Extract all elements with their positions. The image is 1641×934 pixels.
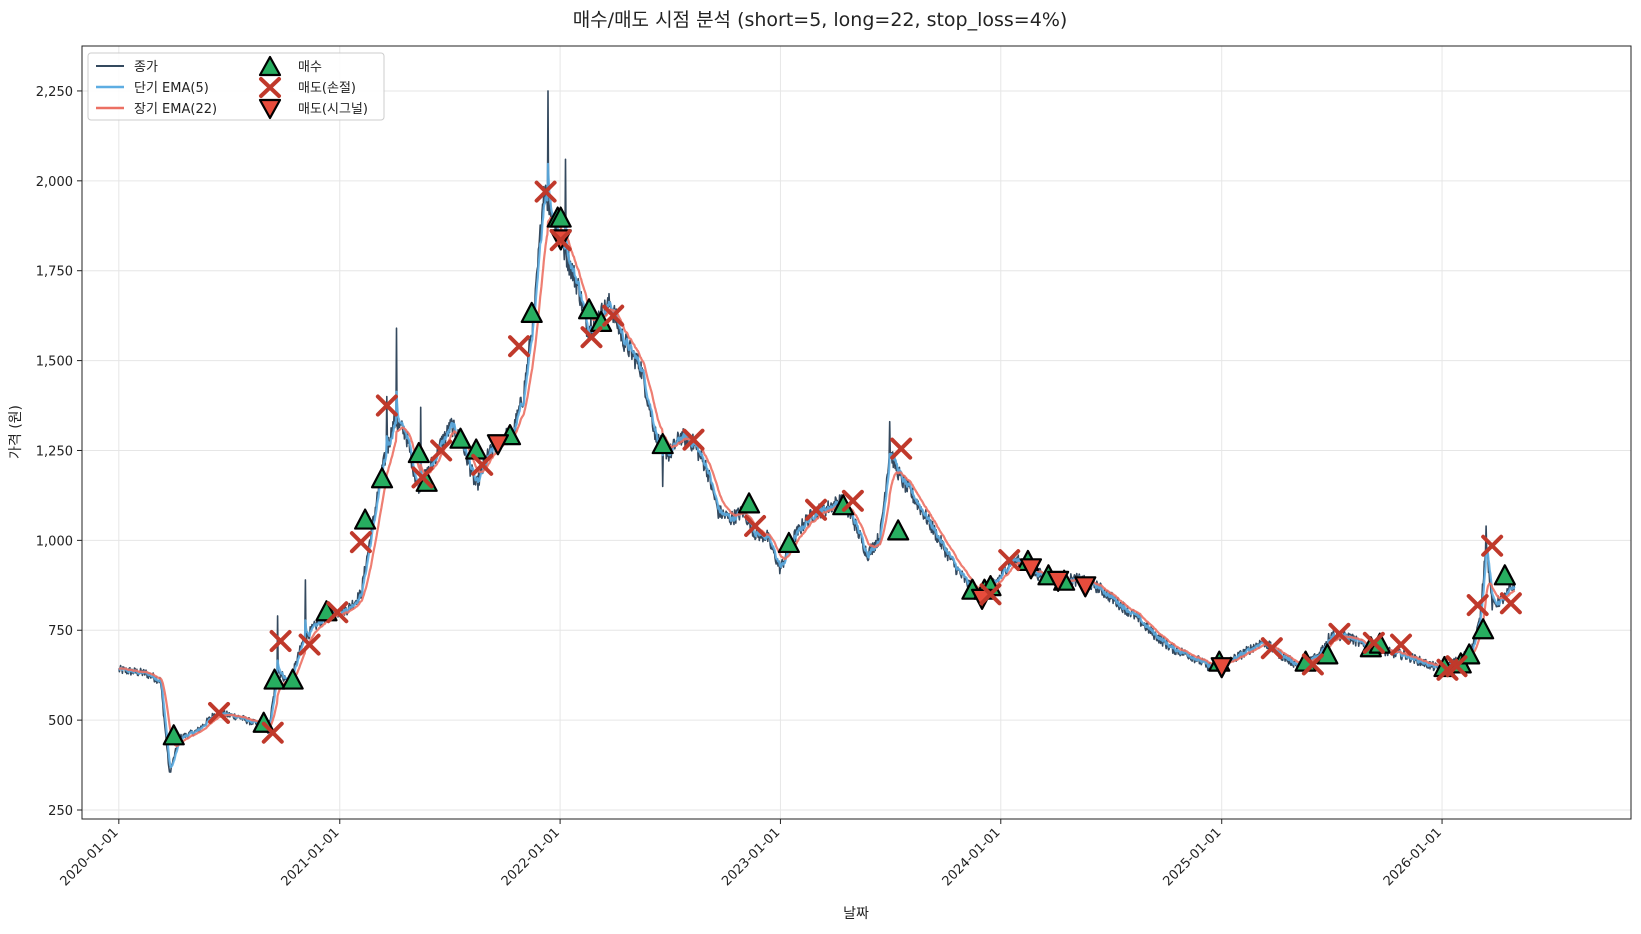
sell-signal-marker — [1074, 576, 1097, 598]
buy-marker — [520, 301, 543, 323]
buy-marker — [887, 519, 910, 541]
sell-stop-marker — [1328, 622, 1351, 645]
legend-sell-signal-label: 매도(시그널) — [298, 102, 368, 117]
x-tick-label: 2026-01-01 — [1381, 825, 1445, 889]
sell-stop-marker — [1466, 594, 1489, 617]
sell-stop-marker — [1301, 653, 1324, 676]
legend-buy-label: 매수 — [298, 60, 322, 75]
sell-stop-marker — [430, 439, 453, 462]
grid — [82, 46, 1631, 819]
x-tick-label: 2025-01-01 — [1161, 825, 1225, 889]
legend-ema-short-label: 단기 EMA(5) — [134, 81, 209, 96]
sell-stop-marker — [208, 701, 231, 724]
sell-stop-marker — [349, 531, 372, 554]
x-tick-label: 2022-01-01 — [499, 825, 563, 889]
buy-marker — [263, 668, 286, 690]
legend-sell-signal-swatch — [258, 98, 282, 120]
x-tick-label: 2020-01-01 — [58, 825, 122, 889]
plot-frame — [81, 45, 1632, 820]
sell-stop-marker — [326, 601, 349, 624]
buy-marker — [577, 298, 601, 320]
x-axis-label: 날짜 — [843, 906, 869, 922]
y-tick-label: 1,250 — [36, 444, 73, 459]
sell-stop-marker — [269, 630, 292, 653]
buy-marker — [549, 206, 572, 228]
sell-stop-marker — [602, 304, 625, 327]
legend: 종가 단기 EMA(5) 장기 EMA(22) 매수 매도(손절) 매도(시그널… — [87, 52, 385, 121]
sell-stop-marker — [411, 466, 434, 489]
buy-marker — [162, 724, 185, 746]
sell-stop-marker — [998, 549, 1021, 572]
legend-sell-stop-label: 매도(손절) — [298, 81, 356, 96]
sell-signal-marker — [486, 434, 510, 456]
sell-stop-marker — [890, 437, 913, 460]
buy-marker — [1493, 564, 1516, 586]
chart-title: 매수/매도 시점 분석 (short=5, long=22, stop_loss… — [573, 9, 1068, 31]
y-tick-label: 1,750 — [36, 265, 73, 280]
sell-stop-marker — [979, 583, 1002, 606]
sell-signal-marker — [1019, 558, 1043, 580]
sell-signal-marker — [1047, 570, 1070, 593]
x-tick-label: 2023-01-01 — [719, 825, 783, 889]
buy-marker — [777, 531, 800, 554]
buy-marker — [354, 508, 377, 530]
sell-stop-marker — [1481, 534, 1504, 557]
buy-marker — [1472, 618, 1495, 640]
buy-marker — [370, 467, 394, 489]
trade-markers — [162, 180, 1522, 746]
sell-stop-marker — [1260, 637, 1283, 660]
sell-stop-marker — [682, 428, 705, 451]
buy-marker — [281, 668, 304, 690]
buy-marker — [737, 492, 761, 514]
ema-long-line — [118, 216, 1516, 748]
sell-stop-marker — [805, 498, 828, 521]
sell-stop-marker — [1445, 655, 1468, 678]
ema-short-line — [117, 162, 1516, 769]
y-axis-label: 가격 (원) — [8, 405, 24, 459]
x-tick-label: 2021-01-01 — [279, 825, 343, 889]
sell-stop-marker — [534, 180, 557, 203]
y-tick-label: 2,000 — [36, 175, 73, 190]
y-tick-label: 500 — [48, 714, 73, 729]
sell-stop-marker — [1499, 592, 1522, 615]
buy-marker — [651, 432, 674, 455]
y-tick-label: 2,250 — [36, 85, 73, 100]
legend-box — [87, 52, 385, 121]
sell-signal-marker — [1210, 657, 1233, 679]
sell-stop-marker — [1362, 631, 1385, 654]
sell-stop-marker — [841, 489, 864, 512]
buy-marker — [407, 441, 430, 464]
y-tick-label: 750 — [48, 624, 73, 639]
x-axis-ticks: 2020-01-01 2021-01-01 2022-01-01 2023-01-01… — [58, 819, 1445, 889]
legend-sell-stop-swatch — [259, 77, 281, 98]
sell-stop-marker — [580, 326, 603, 349]
sell-stop-marker — [744, 514, 767, 537]
sell-stop-marker — [1390, 633, 1412, 656]
sell-stop-marker — [471, 453, 494, 476]
sell-stop-marker — [508, 335, 531, 358]
y-axis-ticks: 250 500 750 1,000 1,250 1,500 1,750 2,000 2,250 — [36, 85, 82, 819]
sell-stop-marker — [549, 229, 572, 252]
y-tick-label: 1,500 — [36, 355, 73, 370]
y-tick-label: 250 — [48, 804, 73, 819]
legend-ema-long-label: 장기 EMA(22) — [134, 102, 217, 117]
sell-stop-marker — [298, 633, 321, 656]
sell-stop-marker — [375, 394, 398, 417]
legend-close-label: 종가 — [134, 60, 158, 75]
buy-marker — [449, 427, 472, 449]
x-tick-label: 2024-01-01 — [940, 825, 1004, 889]
sell-stop-marker — [261, 721, 284, 744]
y-tick-label: 1,000 — [36, 534, 73, 549]
legend-buy-swatch — [258, 55, 282, 77]
